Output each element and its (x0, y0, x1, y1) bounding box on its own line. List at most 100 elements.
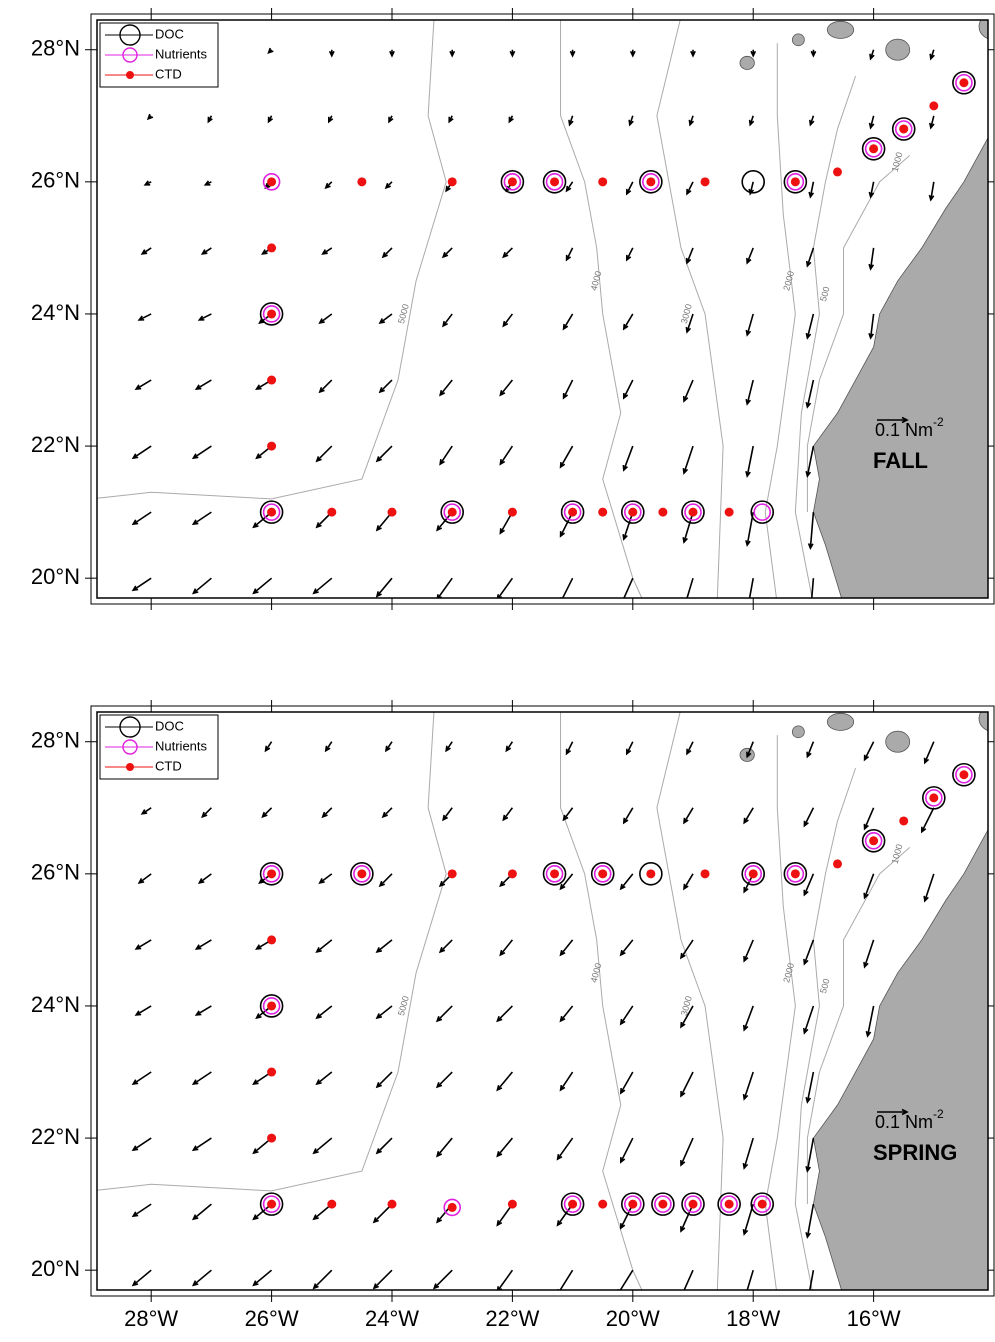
wind-vector (191, 577, 212, 595)
station-marker (952, 70, 976, 95)
x-tick-label: 18°W (726, 1306, 780, 1331)
depth-contour (656, 20, 724, 598)
station-marker (267, 1001, 277, 1011)
station-marker (262, 997, 281, 1015)
wind-vector (499, 445, 514, 466)
wind-vector (324, 181, 333, 190)
wind-vector (929, 49, 935, 61)
contour-label: 500 (818, 285, 832, 302)
station-marker (443, 1198, 461, 1217)
wind-vector (261, 807, 273, 819)
station-marker (447, 869, 457, 879)
station-marker (658, 1199, 668, 1209)
wind-vector (137, 873, 152, 884)
wind-vector (318, 873, 333, 884)
y-tick-label: 24°N (31, 300, 80, 325)
wind-vector (803, 807, 815, 828)
station-marker (500, 170, 525, 194)
wind-vector (928, 181, 935, 202)
wind-vector (505, 741, 514, 753)
wind-vector (312, 577, 333, 595)
wind-vector (685, 247, 694, 265)
station-marker (443, 503, 461, 521)
wind-vector (625, 181, 634, 196)
station-marker (350, 862, 374, 886)
station-marker (353, 865, 371, 883)
island (791, 725, 805, 739)
wind-vector (805, 379, 815, 409)
contour-label: 1000 (890, 151, 905, 173)
wind-vector (810, 578, 815, 598)
wind-vector (207, 115, 213, 124)
wind-vector (442, 807, 453, 822)
station-marker (563, 503, 582, 521)
wind-vector (327, 115, 334, 124)
station-marker (717, 1192, 741, 1216)
legend: DOC Nutrients CTD (99, 714, 219, 780)
station-marker (590, 862, 615, 886)
wind-vector (378, 873, 393, 888)
station-marker (861, 137, 886, 161)
wind-vector (375, 577, 393, 598)
station-marker (267, 375, 277, 385)
y-tick-label: 24°N (31, 992, 80, 1017)
depth-contour (794, 75, 857, 598)
wind-vector (808, 115, 815, 127)
wind-vector (194, 939, 212, 950)
station-marker (925, 789, 943, 807)
wind-vector (622, 511, 634, 541)
station-marker (786, 173, 805, 191)
reference-exponent: -2 (933, 1107, 944, 1121)
station-marker (952, 762, 976, 787)
station-marker (624, 503, 642, 521)
wind-vector (622, 379, 634, 400)
station-marker (259, 500, 284, 524)
wind-vector (439, 379, 453, 397)
map-panel: 5000 4000 3000 2000 1000 500 (97, 20, 988, 598)
wind-vector (746, 247, 754, 265)
station-marker (262, 1195, 281, 1213)
wind-vector (315, 939, 333, 954)
station-marker (790, 869, 800, 879)
frame-outer (90, 705, 995, 1297)
station-marker (783, 170, 808, 194)
wind-vector (508, 115, 514, 124)
legend-symbol (119, 24, 141, 46)
station-marker (832, 859, 842, 869)
station-marker (783, 862, 808, 886)
wind-vector (201, 807, 212, 819)
y-tick-label: 28°N (31, 728, 80, 753)
station-marker (741, 170, 766, 194)
wind-vector (808, 181, 815, 199)
station-marker (267, 1067, 277, 1077)
wind-vector (134, 379, 152, 390)
wind-vector (381, 247, 393, 259)
wind-vector (750, 49, 757, 58)
legend-label: Nutrients (155, 46, 208, 61)
station-marker (681, 1192, 705, 1216)
station-marker (651, 1192, 675, 1216)
wind-vector (312, 1137, 333, 1155)
wind-vector (745, 313, 754, 337)
wind-vector (805, 1203, 815, 1239)
station-marker (757, 1199, 767, 1209)
wind-vector (435, 1071, 453, 1089)
wind-vector (686, 577, 694, 598)
land (812, 828, 988, 1290)
wind-vector (682, 445, 694, 475)
depth-contour (560, 712, 643, 1290)
wind-vector (436, 1137, 453, 1158)
wind-vector (318, 379, 333, 394)
wind-vector (191, 1071, 212, 1086)
station-marker (955, 73, 973, 92)
wind-vector (445, 741, 453, 753)
station-marker (646, 869, 656, 879)
wind-vector (619, 1137, 634, 1164)
wind-vector (810, 49, 817, 58)
station-marker (542, 862, 567, 886)
wind-vector (502, 247, 513, 259)
x-tick-label: 16°W (847, 1306, 901, 1331)
station-marker (786, 865, 805, 883)
wind-vector (312, 1269, 333, 1290)
station-marker (267, 935, 277, 945)
